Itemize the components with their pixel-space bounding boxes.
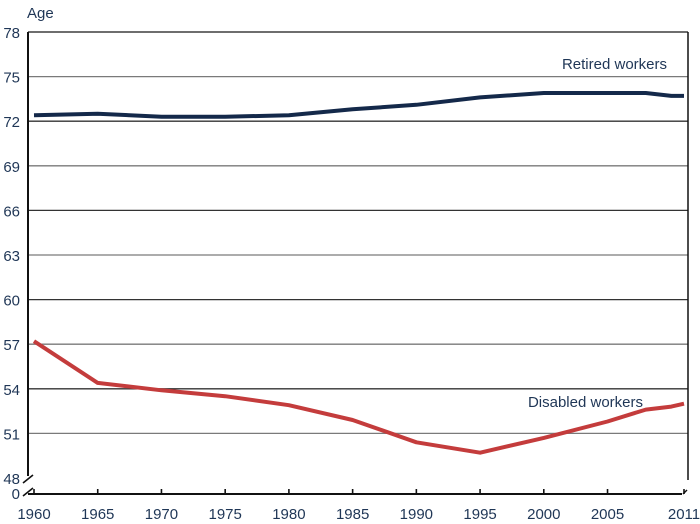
y-tick-label-72: 72 bbox=[3, 114, 20, 131]
axes bbox=[22, 31, 689, 497]
y-axis-label: Age bbox=[27, 5, 54, 22]
series-line-retired-workers bbox=[33, 91, 684, 119]
series-lines bbox=[32, 91, 685, 455]
y-tick-label-60: 60 bbox=[3, 293, 20, 310]
y-tick-label-78: 78 bbox=[3, 25, 20, 42]
x-tick-label-2005: 2005 bbox=[591, 506, 624, 523]
series-label-disabled-workers: Disabled workers bbox=[528, 394, 643, 411]
y-tick-label-66: 66 bbox=[3, 203, 20, 220]
y-tick-label-57: 57 bbox=[3, 337, 20, 354]
x-tick-label-1975: 1975 bbox=[208, 506, 241, 523]
axis-break-mark-right bbox=[682, 489, 688, 495]
x-tick-label-2011: 2011 bbox=[668, 506, 700, 523]
gridlines bbox=[28, 31, 688, 435]
x-tick-label-1985: 1985 bbox=[336, 506, 369, 523]
x-tick-label-1965: 1965 bbox=[81, 506, 114, 523]
x-tick-label-1980: 1980 bbox=[272, 506, 305, 523]
y-tick-label-51: 51 bbox=[3, 426, 20, 443]
x-tick-label-1990: 1990 bbox=[400, 506, 433, 523]
x-tick-label-1960: 1960 bbox=[17, 506, 50, 523]
y-tick-labels: 78 75 72 69 66 63 60 57 54 51 480 bbox=[3, 25, 20, 503]
y-tick-label-63: 63 bbox=[3, 248, 20, 265]
x-tick-label-2000: 2000 bbox=[527, 506, 560, 523]
x-ticks: 1960 1965 1970 1975 1980 1985 1990 1995 2000 2005… bbox=[17, 489, 700, 523]
y-tick-label-48: 48 bbox=[3, 471, 20, 488]
axis-break-mark-upper bbox=[22, 474, 34, 484]
y-tick-label-75: 75 bbox=[3, 70, 20, 87]
x-tick-label-1970: 1970 bbox=[145, 506, 178, 523]
axis-break-mark-lower bbox=[22, 487, 34, 497]
y-tick-label-69: 69 bbox=[3, 159, 20, 176]
y-tick-label-54: 54 bbox=[3, 382, 20, 399]
x-tick-label-1995: 1995 bbox=[463, 506, 496, 523]
series-label-retired-workers: Retired workers bbox=[562, 56, 667, 73]
y-tick-label-zero: 0 bbox=[12, 486, 20, 503]
